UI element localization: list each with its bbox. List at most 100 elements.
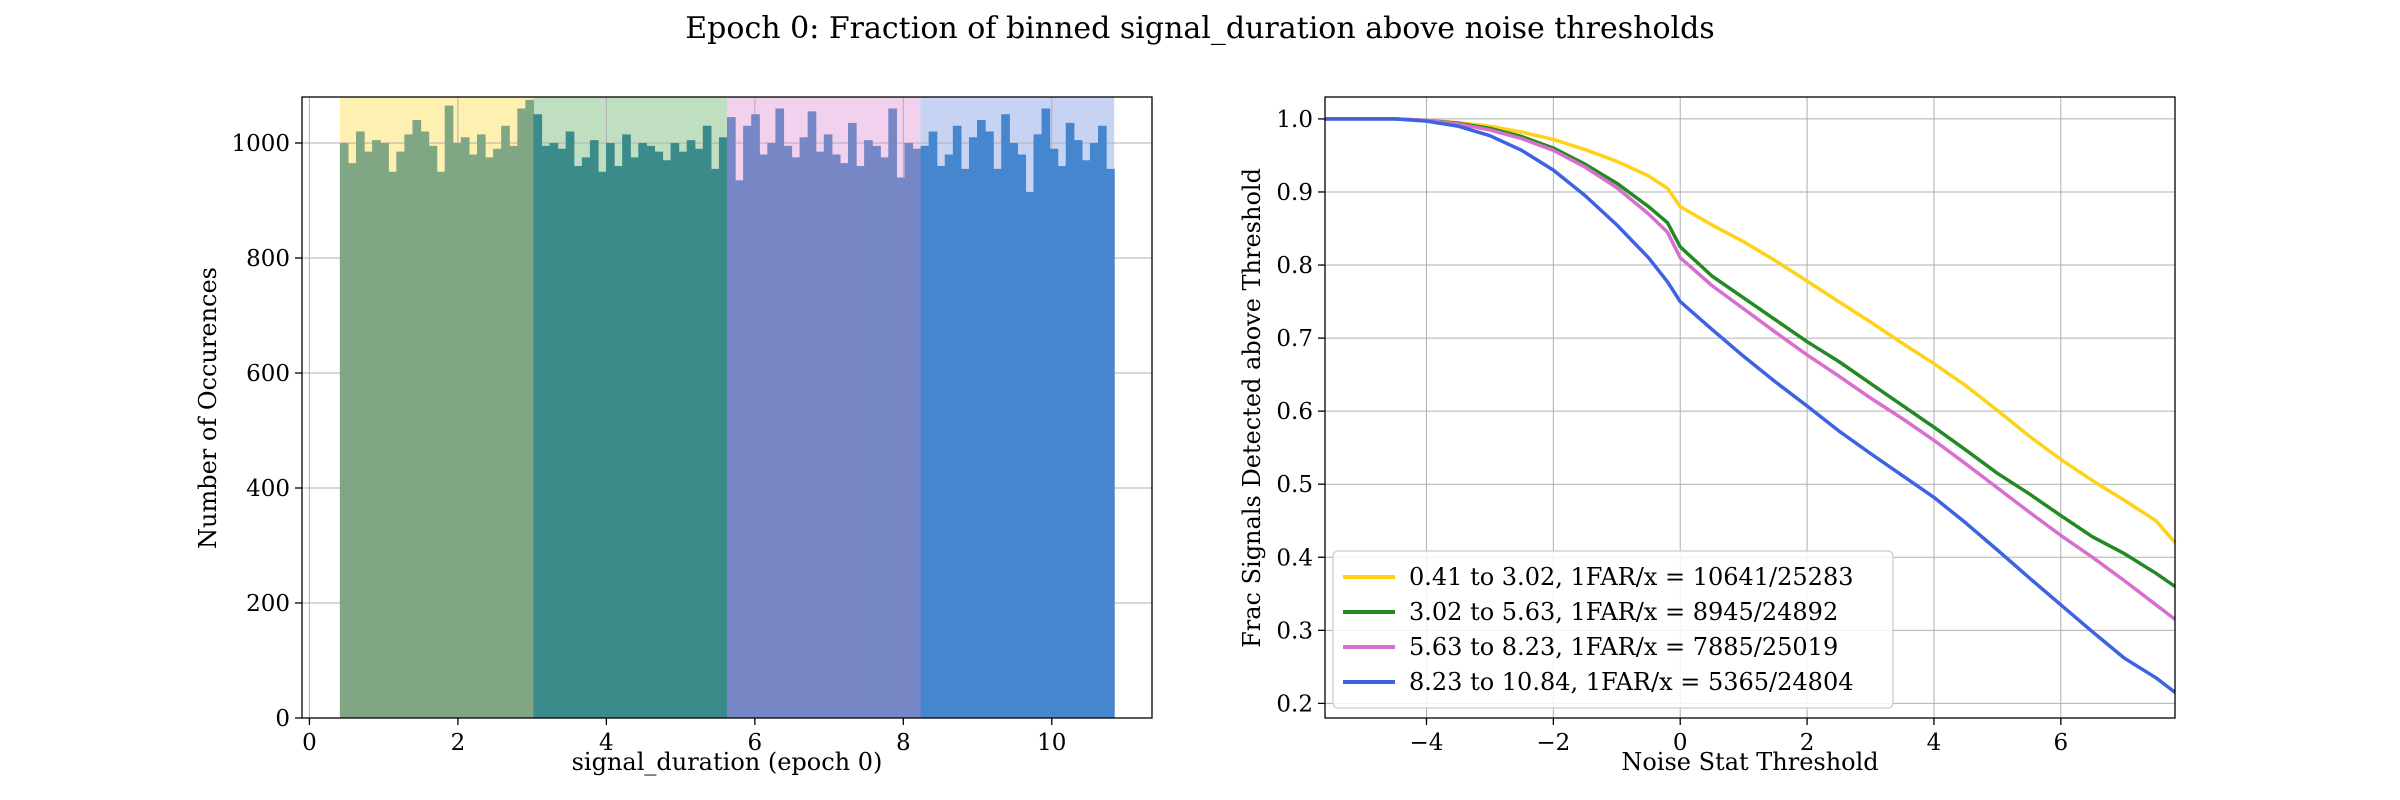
- histogram-bar: [396, 151, 405, 718]
- line-chart-y-tick-label: 0.4: [1276, 545, 1313, 571]
- histogram-y-tick-label: 600: [246, 361, 290, 387]
- histogram-bar: [380, 143, 389, 718]
- histogram-bar: [791, 157, 801, 718]
- line-chart: −4 −2 0 2 4 6 0.2 0.3 0.4 0.5 0.6 0.7 0.8 0.9 1.0 Noi…: [1238, 96, 2177, 776]
- histogram-bar: [1017, 154, 1027, 718]
- histogram-bar: [872, 145, 881, 718]
- histogram-bar: [960, 168, 970, 718]
- line-chart-x-tick-label: 2: [1800, 730, 1815, 756]
- histogram-bar: [1049, 148, 1059, 718]
- histogram-y-tick-label: 800: [246, 246, 290, 272]
- histogram-bar: [549, 143, 559, 718]
- histogram-bar: [888, 108, 897, 718]
- histogram-bar: [710, 168, 720, 718]
- histogram-bar: [597, 171, 607, 718]
- histogram-x-axis-label: signal_duration (epoch 0): [572, 748, 883, 776]
- histogram-bar: [1081, 160, 1091, 718]
- histogram-bar: [968, 137, 978, 718]
- histogram-bar: [759, 154, 768, 718]
- line-chart-series: [1325, 117, 2177, 694]
- line-chart-x-tick-label: 6: [2054, 730, 2069, 756]
- histogram-bar: [364, 151, 373, 718]
- figure-title: Epoch 0: Fraction of binned signal_durat…: [685, 11, 1714, 46]
- line-chart-y-tick-label: 1.0: [1276, 107, 1313, 133]
- histogram-bar: [646, 145, 656, 718]
- histogram-bar: [662, 160, 672, 718]
- histogram-bar: [686, 140, 696, 718]
- histogram-y-axis-label: Number of Occurences: [194, 267, 222, 549]
- histogram-bar: [485, 157, 494, 718]
- histogram-x-tick-label: 10: [1037, 730, 1066, 756]
- histogram-bar: [1001, 114, 1010, 718]
- histogram-chart: 0 2 4 6 8 10 0 200 400 600 800 1000 signal_duratio…: [194, 96, 1153, 776]
- histogram-bar: [557, 148, 567, 718]
- histogram-bar: [436, 171, 446, 718]
- histogram-bar: [444, 105, 454, 718]
- line-chart-x-axis-label: Noise Stat Threshold: [1621, 748, 1878, 776]
- histogram-y-tick-label: 200: [246, 591, 290, 617]
- histogram-frame: [301, 96, 1153, 719]
- histogram-bar: [751, 114, 760, 718]
- histogram-bar: [670, 143, 680, 718]
- histogram-bar: [767, 143, 776, 718]
- histogram-bar: [856, 166, 865, 718]
- histogram-bar: [823, 134, 833, 718]
- histogram-bar: [355, 131, 365, 718]
- line-chart-series-line: [1325, 117, 2177, 621]
- histogram-x-ticks: 0 2 4 6 8 10: [302, 718, 1066, 756]
- histogram-bar: [775, 108, 785, 718]
- legend-box: [1332, 550, 1894, 709]
- histogram-bar: [347, 163, 357, 718]
- line-chart-x-tick-label: 0: [1673, 730, 1688, 756]
- line-chart-series-line: [1325, 117, 2177, 694]
- histogram-bar: [807, 111, 817, 718]
- histogram-bar: [509, 145, 518, 718]
- histogram-bar: [702, 125, 712, 718]
- histogram-bar: [1089, 143, 1099, 718]
- line-chart-y-tick-label: 0.6: [1276, 399, 1313, 425]
- histogram-bar: [476, 134, 486, 718]
- histogram-bar: [952, 125, 962, 718]
- line-chart-x-tick-label: −4: [1410, 730, 1444, 756]
- histogram-bar: [920, 145, 930, 718]
- histogram-bar: [638, 143, 647, 718]
- histogram-bar: [533, 114, 543, 718]
- histogram-bar: [339, 143, 349, 718]
- legend-entry-label: 3.02 to 5.63, 1FAR/x = 8945/24892: [1409, 598, 1838, 626]
- histogram-bar: [783, 145, 793, 718]
- histogram-bar: [1106, 168, 1115, 718]
- histogram-bar: [589, 140, 599, 718]
- histogram-bar: [896, 177, 906, 718]
- legend-entry-label: 0.41 to 3.02, 1FAR/x = 10641/25283: [1409, 563, 1854, 591]
- line-chart-y-tick-label: 0.8: [1276, 253, 1313, 279]
- histogram-bar: [452, 143, 462, 718]
- histogram-bar: [1057, 166, 1067, 718]
- line-chart-series-line: [1325, 117, 2176, 588]
- histogram-bar: [493, 148, 502, 718]
- histogram-bar: [630, 157, 639, 718]
- histogram-x-tick-label: 2: [451, 730, 466, 756]
- histogram-bar: [864, 140, 873, 718]
- histogram-bar: [460, 137, 470, 718]
- histogram-bar: [581, 157, 591, 718]
- histogram-y-tick-label: 400: [246, 476, 290, 502]
- histogram-bar: [525, 99, 535, 718]
- histogram-bar: [1025, 191, 1035, 718]
- histogram-bar: [468, 154, 478, 718]
- histogram-bar: [799, 137, 809, 718]
- legend-entry-label: 8.23 to 10.84, 1FAR/x = 5365/24804: [1409, 668, 1854, 696]
- histogram-bar: [977, 120, 986, 718]
- line-chart-legend: 0.41 to 3.02, 1FAR/x = 10641/25283 3.02 t…: [1332, 550, 1894, 709]
- line-chart-x-tick-label: −2: [1536, 730, 1570, 756]
- histogram-bar: [428, 145, 438, 718]
- histogram-bar: [904, 143, 914, 718]
- histogram-bar: [622, 134, 631, 718]
- histogram-bar: [606, 143, 615, 718]
- histogram-bar: [404, 134, 414, 718]
- histogram-bar: [944, 154, 954, 718]
- histogram-y-ticks: 0 200 400 600 800 1000: [231, 131, 302, 732]
- line-chart-y-tick-label: 0.2: [1276, 691, 1313, 717]
- line-chart-series-line: [1325, 117, 2177, 544]
- histogram-bar: [1009, 143, 1018, 718]
